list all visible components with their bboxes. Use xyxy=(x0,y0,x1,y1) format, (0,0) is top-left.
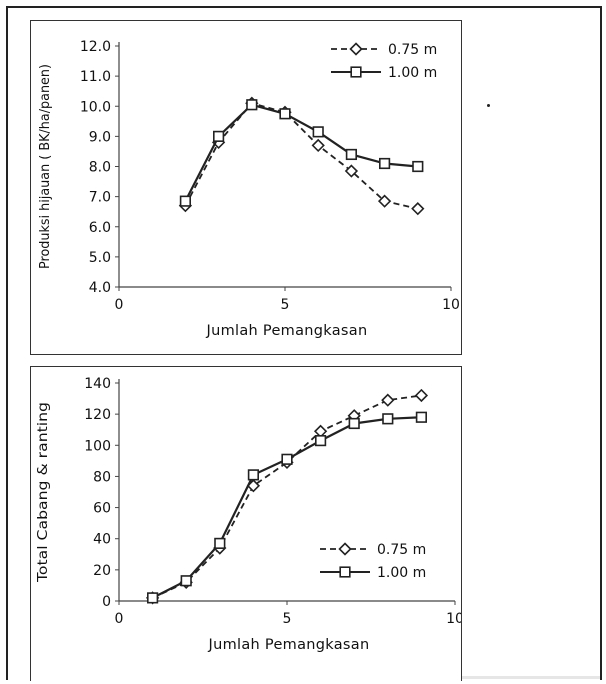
production-data-point xyxy=(247,100,257,110)
branches-x-tick-label: 10 xyxy=(446,611,461,627)
branches-legend-label: 0.75 m xyxy=(377,542,426,558)
production-legend: 0.75 m 1.00 m xyxy=(331,42,437,81)
chart-panel-branches: 0 20 40 60 80 100 120 140 0 5 10 Jumlah Pemangkasan… xyxy=(30,366,462,681)
production-data-point xyxy=(412,203,423,214)
production-series-line xyxy=(185,105,417,201)
production-legend-label: 1.00 m xyxy=(388,65,437,81)
production-series-100 xyxy=(181,100,423,206)
production-x-axis-label: Jumlah Pemangkasan xyxy=(206,323,368,339)
production-y-tick-label: 12.0 xyxy=(80,39,111,55)
production-legend-marker xyxy=(351,44,362,55)
branches-legend: 0.75 m 1.00 m xyxy=(320,542,426,581)
production-y-tick-label: 9.0 xyxy=(89,129,111,145)
branches-y-tick-label: 120 xyxy=(84,407,111,423)
branches-data-point xyxy=(417,412,427,422)
branches-x-tick-label: 5 xyxy=(283,611,292,627)
branches-y-tick-label: 20 xyxy=(93,563,111,579)
production-y-tick-label: 7.0 xyxy=(89,190,111,206)
branches-data-point xyxy=(349,419,359,429)
production-legend-label: 0.75 m xyxy=(388,42,437,58)
production-y-tick-label: 5.0 xyxy=(89,250,111,266)
production-x-tick-label: 0 xyxy=(115,297,124,313)
production-chart: 4.0 5.0 6.0 7.0 8.0 9.0 10.0 11.0 12.0 0 5 10 Jumlah… xyxy=(31,21,461,353)
production-data-point xyxy=(181,196,191,206)
branches-data-point xyxy=(416,390,427,401)
production-y-tick-label: 8.0 xyxy=(89,160,111,176)
branches-y-axis-label: Total Cabang & ranting xyxy=(36,402,51,583)
production-x-tick-label: 5 xyxy=(281,297,290,313)
branches-y-tick-label: 80 xyxy=(93,469,111,485)
branches-y-tick-label: 60 xyxy=(93,501,111,517)
chart-panel-production: 4.0 5.0 6.0 7.0 8.0 9.0 10.0 11.0 12.0 0 5 10 Jumlah… xyxy=(30,20,462,355)
branches-x-axis-label: Jumlah Pemangkasan xyxy=(208,637,370,653)
branches-data-point xyxy=(316,436,326,446)
production-series-line xyxy=(185,103,417,208)
branches-y-tick-label: 40 xyxy=(93,532,111,548)
branches-y-tick-label: 140 xyxy=(84,376,111,392)
branches-legend-label: 1.00 m xyxy=(377,565,426,581)
production-legend-marker xyxy=(351,67,361,77)
branches-data-point xyxy=(181,576,191,586)
branches-y-tick-label: 100 xyxy=(84,438,111,454)
production-series-075 xyxy=(180,98,423,214)
branches-legend-marker xyxy=(340,544,351,555)
production-y-axis-label: Produksi hijauan ( BK/ha/panen) xyxy=(38,64,53,269)
branches-legend-marker xyxy=(340,567,350,577)
branches-data-point xyxy=(249,470,259,480)
production-x-tick-label: 10 xyxy=(442,297,460,313)
production-data-point xyxy=(313,127,323,137)
branches-data-point xyxy=(382,395,393,406)
branches-data-point xyxy=(215,539,225,549)
branches-data-point xyxy=(383,414,393,424)
production-data-point xyxy=(214,132,224,142)
production-data-point xyxy=(380,159,390,169)
production-data-point xyxy=(313,140,324,151)
production-data-point xyxy=(347,150,357,160)
production-y-tick-label: 11.0 xyxy=(80,69,111,85)
branches-chart: 0 20 40 60 80 100 120 140 0 5 10 Jumlah Pemangkasan… xyxy=(31,367,461,680)
branches-x-tick-label: 0 xyxy=(115,611,124,627)
stray-dot xyxy=(487,104,490,107)
branches-data-point xyxy=(148,593,158,603)
branches-data-point xyxy=(282,455,292,465)
branches-y-tick-label: 0 xyxy=(102,594,111,610)
production-data-point xyxy=(280,109,290,119)
production-y-tick-label: 10.0 xyxy=(80,99,111,115)
production-data-point xyxy=(413,162,423,172)
production-y-tick-label: 4.0 xyxy=(89,280,111,296)
production-y-tick-label: 6.0 xyxy=(89,220,111,236)
